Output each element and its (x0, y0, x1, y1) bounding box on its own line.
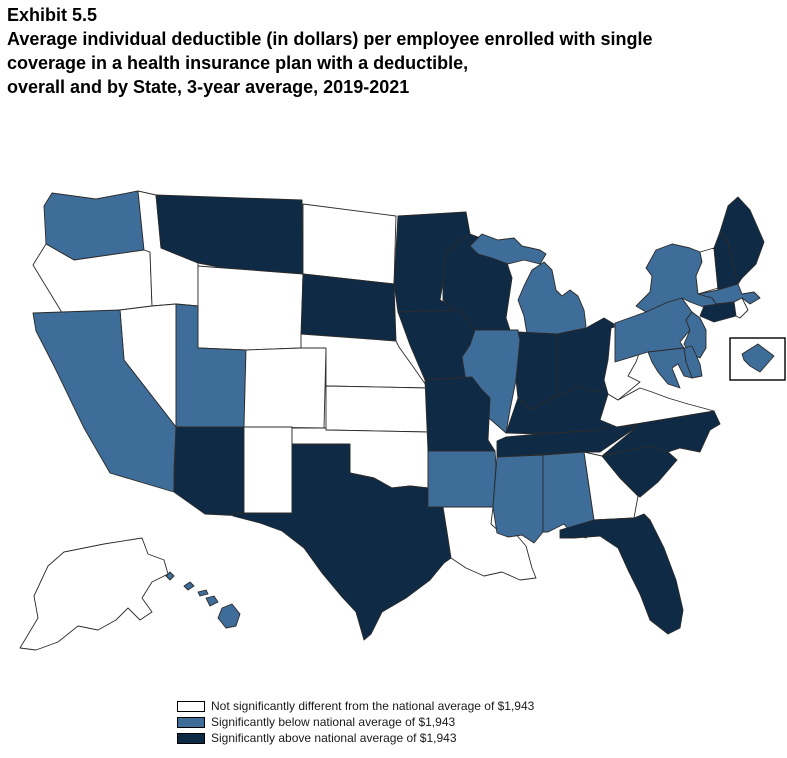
state-maine (719, 196, 765, 285)
state-rhode-island (733, 297, 749, 319)
state-wyoming (197, 265, 304, 351)
legend-swatch-below (177, 716, 205, 728)
state-north-dakota (302, 203, 397, 285)
state-hawaii (165, 571, 241, 629)
state-north-carolina (601, 410, 721, 457)
legend-label-above: Significantly above national average of … (211, 731, 457, 745)
state-texas (232, 443, 452, 641)
state-new-mexico (243, 426, 293, 520)
state-mississippi (492, 454, 544, 544)
title-line-2: coverage in a health insurance plan with… (7, 52, 469, 73)
legend-label-not-different: Not significantly different from the nat… (211, 699, 535, 713)
state-arkansas (427, 450, 497, 508)
state-indiana (515, 331, 558, 411)
state-south-dakota (300, 273, 397, 342)
state-massachusetts (697, 283, 761, 305)
legend-row-below: Significantly below national average of … (177, 714, 534, 730)
state-michigan-upper (469, 233, 547, 265)
state-kansas (325, 385, 429, 433)
state-michigan (517, 261, 587, 341)
exhibit-title: Exhibit 5.5 Average individual deductibl… (7, 4, 777, 100)
title-line-1: Average individual deductible (in dollar… (7, 28, 653, 49)
state-virginia (599, 387, 715, 428)
state-florida (559, 513, 684, 635)
legend-row-above: Significantly above national average of … (177, 730, 534, 746)
state-colorado (243, 347, 327, 429)
legend-swatch-not-different (177, 700, 205, 712)
legend-row-not-different: Not significantly different from the nat… (177, 698, 534, 714)
exhibit-number: Exhibit 5.5 (7, 5, 98, 25)
state-district-of-columbia (741, 343, 775, 373)
title-line-3: overall and by State, 3-year average, 20… (7, 76, 410, 97)
state-minnesota (393, 211, 471, 313)
state-alaska (19, 537, 169, 651)
map-legend: Not significantly different from the nat… (177, 698, 534, 746)
state-connecticut (699, 301, 737, 323)
state-maryland (647, 347, 693, 389)
state-louisiana (442, 506, 537, 581)
state-arizona (173, 426, 247, 517)
state-washington (43, 190, 145, 261)
legend-swatch-above (177, 732, 205, 744)
legend-label-below: Significantly below national average of … (211, 715, 456, 729)
